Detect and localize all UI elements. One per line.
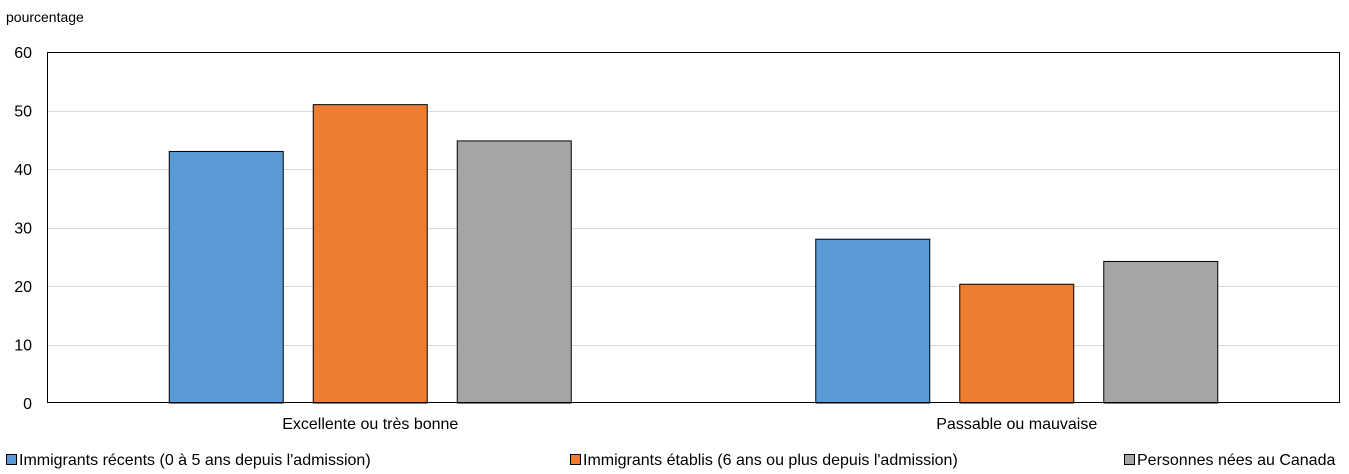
legend-swatch: [6, 454, 17, 465]
bars: [168, 104, 1219, 404]
y-tick-label: 0: [23, 396, 32, 413]
legend-swatch: [1124, 454, 1135, 465]
y-axis-ticks: 0 10 20 30 40 50 60: [14, 45, 32, 413]
bar: [959, 283, 1075, 404]
legend-entry-label: Immigrants récents (0 à 5 ans depuis l'a…: [19, 452, 371, 469]
bar: [312, 104, 428, 404]
legend-entry-label: Personnes nées au Canada: [1137, 452, 1335, 469]
y-tick-label: 30: [14, 221, 32, 238]
legend: Immigrants récents (0 à 5 ans depuis l'a…: [6, 452, 1335, 469]
x-category-label: Excellente ou très bonne: [282, 416, 458, 433]
plot-area-frame: [47, 52, 1340, 403]
y-axis-unit-label: pourcentage: [6, 9, 84, 25]
legend-swatch: [570, 454, 581, 465]
y-tick-label: 10: [14, 338, 32, 355]
y-tick-label: 40: [14, 162, 32, 179]
bar: [168, 150, 284, 404]
bar: [1103, 260, 1219, 404]
y-tick-label: 60: [14, 45, 32, 62]
x-axis-category-labels: Excellente ou très bonne Passable ou mauv…: [282, 416, 1097, 433]
bar: [456, 140, 572, 404]
y-tick-label: 50: [14, 104, 32, 121]
legend-entry-label: Immigrants établis (6 ans ou plus depuis…: [583, 452, 958, 469]
x-category-label: Passable ou mauvaise: [936, 416, 1097, 433]
y-tick-label: 20: [14, 279, 32, 296]
bar: [815, 238, 931, 404]
